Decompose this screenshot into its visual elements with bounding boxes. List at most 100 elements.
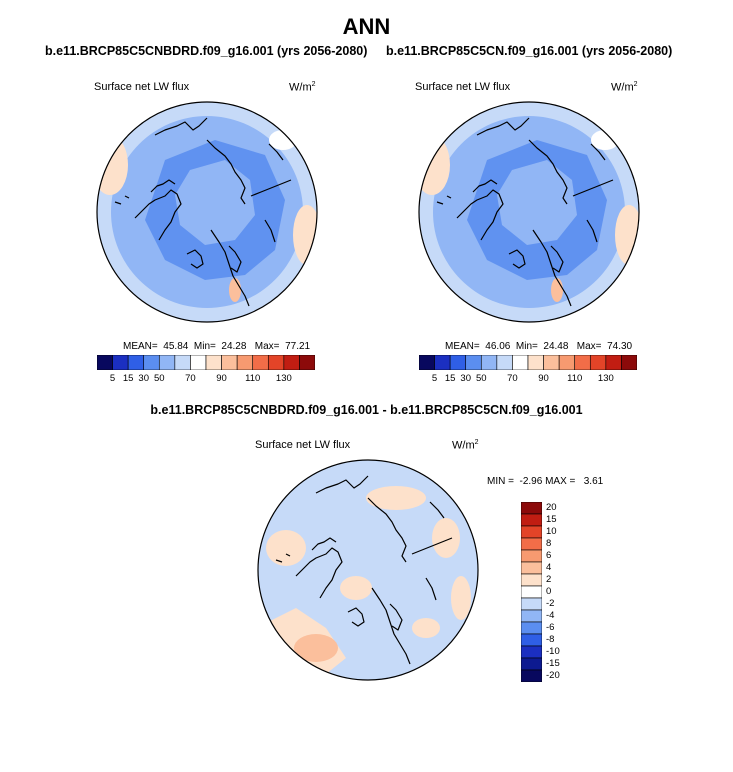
field-warm (266, 530, 306, 566)
field-warm (551, 278, 563, 302)
coastline (456, 189, 504, 241)
colorbar-tick-label: 8 (546, 538, 552, 549)
coastline (315, 475, 369, 494)
coastline (311, 537, 337, 551)
coastline (134, 189, 182, 241)
panel2-map (418, 101, 640, 323)
colorbar-box (521, 573, 542, 587)
field-warm (366, 486, 426, 510)
colorbar-box (521, 657, 542, 671)
colorbar-box (521, 585, 542, 599)
coastline (186, 249, 204, 269)
panel2-title: b.e11.BRCP85C5CN.f09_g16.001 (yrs 2056-2… (386, 44, 673, 58)
panel3-title: b.e11.BRCP85C5CNBDRD.f09_g16.001 - b.e11… (150, 403, 583, 417)
colorbar-box (521, 633, 542, 647)
colorbar-tick-label: 110 (245, 373, 261, 384)
coastline (389, 603, 403, 631)
colorbar-tick-label: 2 (546, 574, 552, 585)
coastline (367, 497, 407, 563)
colorbar-box (97, 355, 113, 370)
coastline (572, 179, 614, 197)
panel2-variable: Surface net LW flux (415, 81, 511, 93)
field-warm (432, 518, 460, 558)
colorbar-tick-label: 90 (216, 373, 227, 384)
coastline (114, 201, 122, 205)
colorbar-box (252, 355, 269, 370)
map-border (257, 459, 479, 681)
colorbar-box (521, 502, 542, 515)
coastline (285, 553, 291, 557)
field-core (175, 160, 255, 245)
colorbar-tick-label: 70 (507, 373, 518, 384)
colorbar-tick-label: -15 (546, 658, 560, 669)
coastline (528, 139, 568, 205)
colorbar-box (558, 355, 576, 370)
colorbar-tick-label: 50 (475, 373, 487, 384)
panel1-stats: MEAN= 45.84 Min= 24.28 Max= 77.21 (123, 341, 311, 352)
colorbar-box (521, 561, 542, 575)
colorbar-box (190, 355, 207, 370)
colorbar-box (521, 513, 542, 527)
coastline (425, 577, 437, 601)
panel1-title: b.e11.BRCP85C5CNBDRD.f09_g16.001 (yrs 20… (45, 44, 368, 58)
colorbar-tick-label: -8 (546, 634, 555, 645)
colorbar-box (480, 355, 498, 370)
coastline (264, 219, 276, 243)
colorbar-box (496, 355, 513, 370)
colorbar-box (521, 549, 542, 563)
colorbar-tick-label: -4 (546, 610, 555, 621)
colorbar-tick-label: 50 (153, 373, 165, 384)
colorbar-tick-label: 5 (109, 373, 116, 384)
colorbar-box (299, 355, 315, 370)
colorbar-tick-label: 90 (538, 373, 549, 384)
colorbar-box (205, 355, 222, 370)
colorbar-box (521, 537, 542, 551)
colorbar-tick-label: 10 (546, 526, 557, 537)
colorbar-box (127, 355, 145, 370)
field-warm (294, 634, 338, 662)
colorbar-box (236, 355, 254, 370)
colorbar-box (434, 355, 451, 370)
colorbar-box (143, 355, 160, 370)
colorbar-tick-label: 0 (546, 586, 552, 597)
colorbar-box (527, 355, 544, 370)
coastline (228, 245, 242, 273)
panel1-colorbar-ticks: 5 15 30 50 70 90 110 130 (97, 373, 315, 387)
coastline (590, 143, 606, 161)
coastline (586, 219, 598, 243)
map-border (96, 101, 318, 323)
colorbar-box (419, 355, 435, 370)
colorbar-tick-label: -2 (546, 598, 555, 609)
panel3-colorbar (521, 502, 542, 682)
field-warm (412, 618, 440, 638)
colorbar-box (543, 355, 560, 370)
colorbar-box (574, 355, 591, 370)
colorbar-box (112, 355, 129, 370)
panel3-stats: MIN = -2.96 MAX = 3.61 (487, 476, 604, 487)
coastline (371, 587, 411, 665)
field-warm (229, 278, 241, 302)
colorbar-box (465, 355, 482, 370)
colorbar-tick-label: -6 (546, 622, 555, 633)
colorbar-box (521, 669, 542, 682)
coastline (411, 537, 453, 555)
colorbar-tick-label: 5 (431, 373, 438, 384)
coastline (476, 117, 530, 136)
colorbar-tick-label: -20 (546, 670, 560, 681)
main-title: ANN (342, 14, 391, 39)
coastline (532, 229, 572, 307)
coastline (508, 249, 526, 269)
panel2-units: W/m2 (611, 81, 638, 94)
colorbar-box (521, 609, 542, 623)
colorbar-tick-label: 130 (597, 373, 614, 384)
coastline (446, 195, 452, 199)
colorbar-tick-label: 30 (460, 373, 471, 384)
field-core (497, 160, 577, 245)
coastline (275, 559, 283, 563)
colorbar-tick-label: -10 (546, 646, 560, 657)
coastline (429, 501, 445, 519)
colorbar-box (221, 355, 238, 370)
colorbar-box (521, 597, 542, 611)
coastline (295, 547, 343, 599)
field-base (258, 460, 478, 680)
